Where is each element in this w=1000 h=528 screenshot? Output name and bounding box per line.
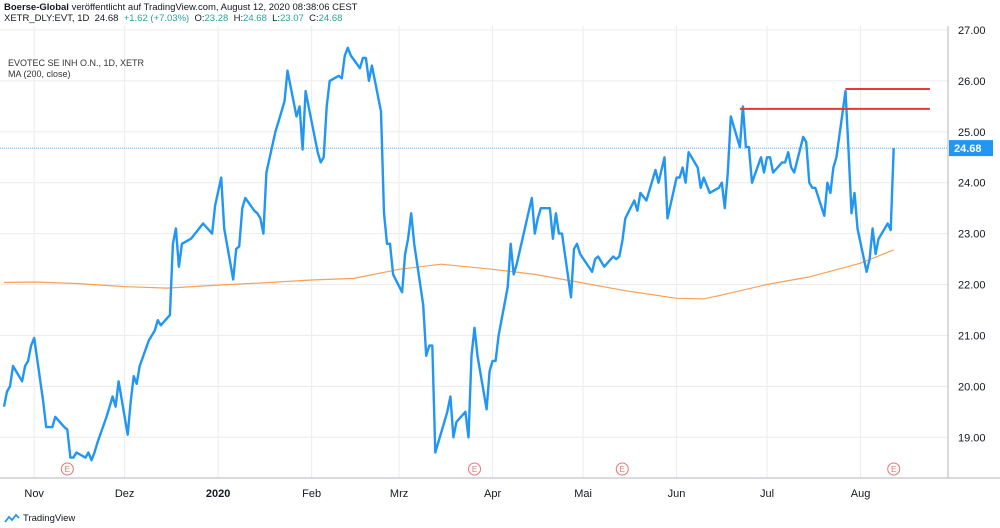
chart-legend: EVOTEC SE INH O.N., 1D, XETR MA (200, cl… [8,58,144,80]
y-tick-label: 27.00 [958,26,986,37]
last-price-tag-label: 24.68 [954,143,982,155]
grid-layer [0,26,948,478]
low-label: L: [272,13,281,24]
x-tick-label: Mai [574,488,592,500]
high-value: 24.68 [243,13,267,24]
y-tick-label: 20.00 [958,381,986,393]
x-tick-label: Aug [851,488,871,500]
y-tick-label: 25.00 [958,127,986,139]
ma-layer [3,249,894,300]
resistance-layer [739,88,930,110]
x-tick-label: Jul [760,488,774,500]
y-tick-label: 19.00 [958,432,986,444]
legend-ma[interactable]: MA (200, close) [8,69,71,79]
x-tick-label: Mrz [390,488,408,500]
close-label: C: [309,13,319,24]
x-tick-label: Jun [668,488,686,500]
close-value: 24.68 [318,13,343,24]
earnings-marker-label: E [65,465,70,474]
ohlc-line: XETR_DLY:EVT, 1D 24.68 +1.62 (+7.03%) O:… [4,13,342,24]
price-chart[interactable]: 24.68 19.00 20.00 21.00 22.00 23.00 24.00 25.0… [0,25,1000,508]
earnings-marker-label: E [472,465,477,474]
symbol-label[interactable]: XETR_DLY:EVT, 1D [4,13,90,24]
x-tick-label: Dez [115,488,135,500]
y-tick-label: 26.00 [958,76,986,88]
header-bar: Boerse-Global veröffentlicht auf Trading… [0,0,1000,26]
earnings-marker-label: E [891,465,896,474]
last-price-layer: 24.68 [0,140,993,157]
chart-frame: 24.68 19.00 20.00 21.00 22.00 23.00 24.00 25.0… [0,25,1000,508]
axis-layer: 19.00 20.00 21.00 22.00 23.00 24.00 25.00 26.00… [0,25,1000,500]
publish-info: Boerse-Global veröffentlicht auf Trading… [4,2,357,13]
earnings-marker-circle [615,462,629,476]
publisher-name[interactable]: Boerse-Global [4,2,69,13]
last-price: 24.68 [94,13,119,24]
earnings-marker-icon[interactable]: E [60,462,74,476]
ma-200-line [3,249,894,300]
price-change: +1.62 (+7.03%) [123,13,190,24]
earnings-marker-icon[interactable]: E [615,462,629,476]
high-label: H: [233,13,244,24]
x-tick-label: Feb [302,488,321,500]
x-tick-label: 2020 [206,488,230,500]
last-price-tag [949,140,993,157]
earnings-marker-icon[interactable]: E [467,462,481,476]
earnings-marker-circle [467,462,481,476]
price-layer [2,46,895,462]
footer-brand[interactable]: TradingView [23,512,76,524]
price-line [2,46,895,462]
open-value: 23.28 [204,13,229,24]
x-tick-label: Apr [484,488,501,500]
tradingview-logo-icon[interactable] [4,513,20,524]
footer: TradingView [4,510,75,526]
y-tick-label: 22.00 [958,280,986,292]
published-text: veröffentlicht auf TradingView.com, Augu… [71,2,358,13]
legend-title[interactable]: EVOTEC SE INH O.N., 1D, XETR [8,58,145,68]
y-tick-label: 24.00 [958,178,986,190]
y-tick-label: 21.00 [958,330,986,342]
earnings-marker-circle [60,462,74,476]
x-tick-label: Nov [24,488,44,500]
y-tick-label: 23.00 [958,229,986,241]
earnings-marker-circle [887,462,901,476]
earnings-marker-icon[interactable]: E [887,462,901,476]
low-value: 23.07 [280,13,304,24]
earnings-marker-label: E [620,465,625,474]
open-label: O: [194,13,205,24]
